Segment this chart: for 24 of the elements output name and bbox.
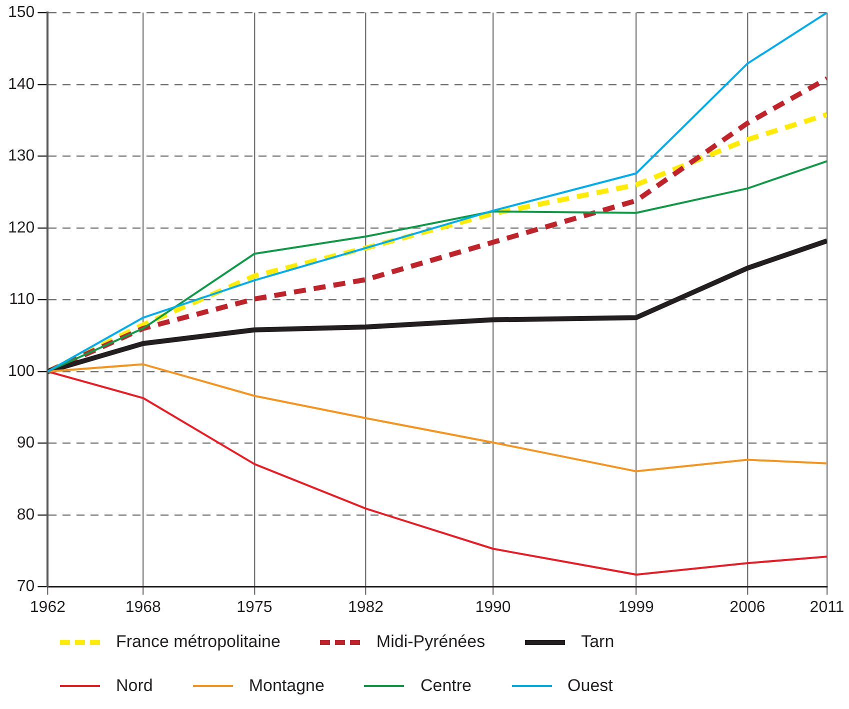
y-tick-label: 70 <box>16 578 35 596</box>
y-tick-label: 80 <box>16 506 35 524</box>
x-tick-label: 1968 <box>125 598 162 616</box>
y-tick-label: 130 <box>8 148 35 165</box>
y-tick-label: 140 <box>8 76 35 93</box>
x-tick-label: 1982 <box>348 598 384 616</box>
y-tick-label: 100 <box>8 362 35 380</box>
x-tick-label: 1999 <box>618 598 654 616</box>
x-tick-label: 1990 <box>475 598 511 616</box>
x-tick-label: 2006 <box>730 598 766 616</box>
legend-label: Midi-Pyrénées <box>376 632 486 652</box>
x-tick-label: 1975 <box>236 598 272 616</box>
legend-label: France métropolitaine <box>116 632 280 652</box>
x-tick-label: 1962 <box>30 598 66 616</box>
legend-label: Nord <box>116 676 153 696</box>
y-tick-label: 150 <box>8 4 35 22</box>
y-tick-label: 120 <box>8 219 35 236</box>
legend-label: Tarn <box>581 632 614 652</box>
legend-label: Montagne <box>248 676 324 696</box>
y-tick-label: 110 <box>9 291 35 308</box>
legend-label: Centre <box>420 676 472 696</box>
y-tick-label: 90 <box>16 434 35 452</box>
legend-label: Ouest <box>568 676 613 696</box>
x-tick-label: 2011 <box>810 598 844 616</box>
